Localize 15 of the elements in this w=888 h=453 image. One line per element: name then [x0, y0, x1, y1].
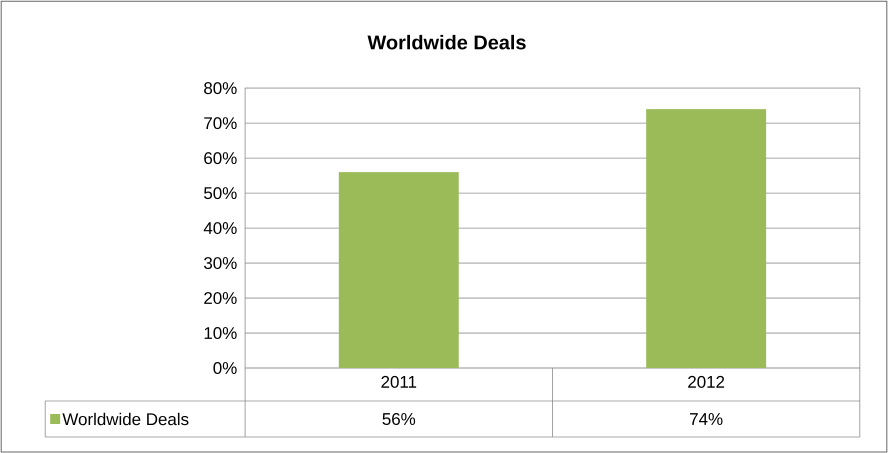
chart-title: Worldwide Deals: [368, 34, 526, 50]
data-label: 74%: [690, 412, 722, 425]
y-tick-label: 40%: [204, 222, 237, 234]
y-tick-label: 70%: [204, 117, 237, 130]
y-tick-label: 80%: [204, 82, 237, 94]
y-tick-label: 10%: [204, 326, 237, 339]
y-tick-label: 20%: [204, 292, 237, 304]
data-label: 56%: [382, 412, 416, 425]
y-tick-label: 0%: [213, 362, 237, 374]
y-tick-label: 60%: [204, 152, 237, 164]
y-tick-label: 50%: [204, 187, 237, 200]
legend-label: Worldwide Deals: [62, 412, 188, 426]
x-tick-label: 2011: [381, 376, 416, 388]
y-tick-label: 30%: [204, 256, 237, 269]
x-tick-label: 2012: [688, 376, 724, 388]
